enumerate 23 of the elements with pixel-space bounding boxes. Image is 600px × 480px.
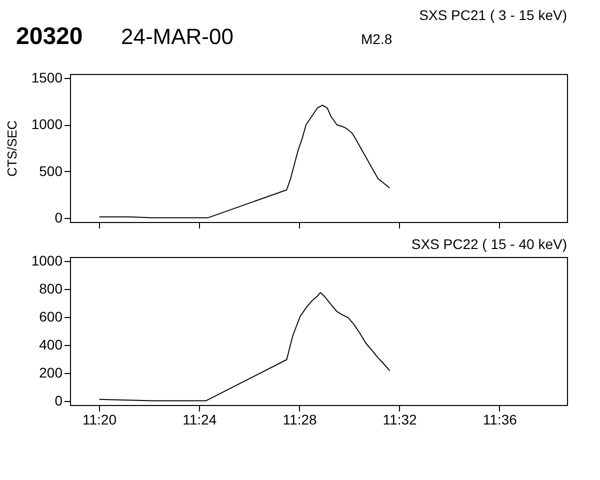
y-tick-label: 400 xyxy=(39,336,63,352)
y-tick-label: 1000 xyxy=(31,116,63,132)
chart-title: SXS PC21 ( 3 - 15 keV) xyxy=(419,7,567,23)
y-tick-label: 600 xyxy=(39,308,63,325)
x-tick-label: 11:24 xyxy=(182,412,217,428)
text: M2.8 xyxy=(361,31,392,47)
text: 20320 xyxy=(16,23,83,50)
text: 24-MAR-00 xyxy=(121,24,234,49)
y-tick-label: 500 xyxy=(39,162,63,179)
x-tick-label: 11:20 xyxy=(82,412,117,428)
y-tick-label: 0 xyxy=(54,392,63,408)
x-tick-label: 11:36 xyxy=(482,412,518,428)
line-series xyxy=(98,292,390,402)
y-tick-label: 800 xyxy=(39,280,63,297)
y-tick-label: 1500 xyxy=(31,70,63,86)
x-tick-label: 11:32 xyxy=(382,412,417,428)
line-series xyxy=(98,104,390,218)
y-tick-label: 0 xyxy=(54,209,63,226)
chart-title: SXS PC22 ( 15 - 40 keV) xyxy=(411,236,567,252)
y-tick-label: 1000 xyxy=(31,252,63,269)
y-tick-label: 200 xyxy=(39,364,63,380)
y-axis-title: CTS/SEC xyxy=(4,120,20,177)
x-tick-label: 11:28 xyxy=(282,412,317,428)
